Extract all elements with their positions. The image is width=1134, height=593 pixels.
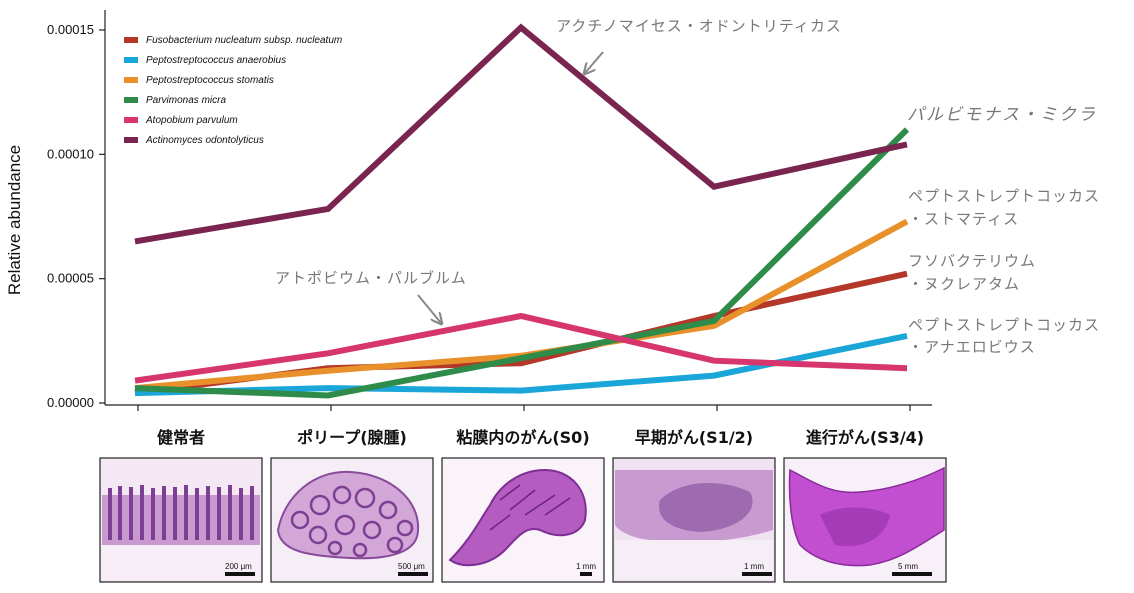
scale-bar-label-1: 200 μm — [225, 562, 252, 571]
scale-bar-label-5: 5 mm — [898, 562, 918, 571]
legend-label: Parvimonas micra — [146, 95, 226, 106]
series-line — [134, 312, 908, 384]
series-line — [134, 23, 908, 245]
legend-swatch — [124, 37, 138, 43]
stage-label: 粘膜内のがん(S0) — [456, 428, 589, 447]
annotation-stomatis-line1: ペプトストレプトコッカス — [908, 187, 1100, 205]
y-axis-label: Relative abundance — [5, 145, 24, 295]
legend-swatch — [124, 97, 138, 103]
x-ticks — [137, 405, 911, 411]
histology-image-stage3-4: 5 mm — [783, 457, 947, 583]
scale-bar-label-2: 500 μm — [398, 562, 425, 571]
annotation-anaerobius-line2: ・アナエロビウス — [908, 338, 1036, 356]
legend-label: Atopobium parvulum — [145, 115, 238, 126]
histology-image-stage0: 1 mm — [441, 457, 605, 583]
annotation-parvimonas: パルビモナス・ミクラ — [907, 105, 1097, 125]
series-line — [134, 127, 910, 399]
annotation-anaerobius-line1: ペプトストレプトコッカス — [908, 316, 1100, 334]
legend-swatch — [124, 57, 138, 63]
annotation-atopobium: アトポビウム・パルブルム — [275, 269, 467, 287]
annotation-actinomyces: アクチノマイセス・オドントリティカス — [556, 17, 842, 35]
stage-label: ポリープ(腺腫) — [297, 428, 407, 447]
legend-swatch — [124, 137, 138, 143]
stage-label: 健常者 — [157, 428, 205, 447]
legend-swatch — [124, 117, 138, 123]
scale-bar-label-3: 1 mm — [576, 562, 596, 571]
arrow-actinomyces — [585, 51, 604, 73]
y-tick-label: 0.00015 — [47, 22, 94, 37]
annotation-fusobacterium-line1: フソバクテリウム — [908, 252, 1036, 270]
legend-label: Fusobacterium nucleatum subsp. nucleatum — [146, 35, 342, 46]
legend-swatch — [124, 77, 138, 83]
annotation-fusobacterium-line2: ・ヌクレアタム — [908, 275, 1020, 293]
legend-label: Peptostreptococcus stomatis — [146, 75, 274, 86]
y-ticks: 0.00000 0.00005 0.00010 0.00015 — [47, 22, 105, 410]
histology-image-healthy: 200 μm — [99, 457, 263, 583]
series-lines — [134, 23, 910, 399]
stage-label: 早期がん(S1/2) — [635, 428, 753, 447]
stage-label: 進行がん(S3/4) — [806, 428, 924, 447]
histology-image-stage1-2: 1 mm — [612, 457, 776, 583]
scale-bar-label-4: 1 mm — [744, 562, 764, 571]
arrow-atopobium — [417, 294, 441, 323]
histology-panels: 200 μm 500 μm 1 mm — [99, 457, 947, 583]
y-tick-label: 0.00000 — [47, 395, 94, 410]
legend: Fusobacterium nucleatum subsp. nucleatum… — [124, 35, 342, 146]
legend-label: Actinomyces odontolyticus — [145, 135, 264, 146]
y-tick-label: 0.00010 — [47, 146, 94, 161]
annotation-stomatis-line2: ・ストマティス — [908, 210, 1019, 228]
histology-image-polyp: 500 μm — [270, 457, 434, 583]
y-tick-label: 0.00005 — [47, 271, 94, 286]
stage-labels: 健常者 ポリープ(腺腫) 粘膜内のがん(S0) 早期がん(S1/2) 進行がん(S3/4… — [157, 428, 924, 447]
legend-label: Peptostreptococcus anaerobius — [146, 55, 286, 66]
